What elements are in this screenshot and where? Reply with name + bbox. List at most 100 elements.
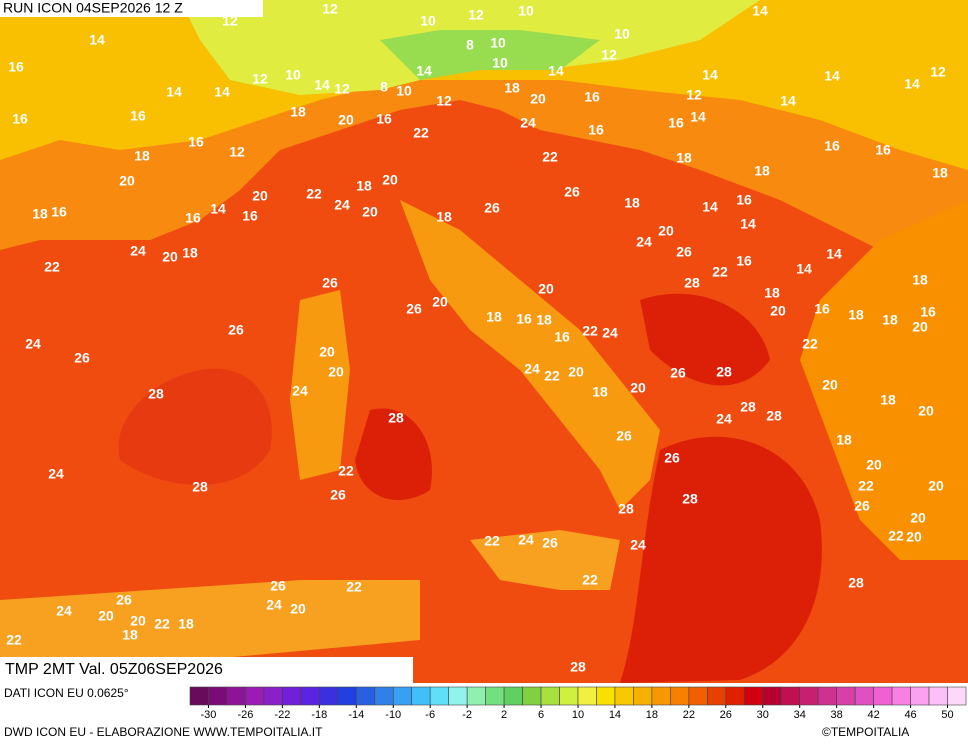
temp-label: 16	[242, 208, 258, 224]
colorbar-label: 18	[646, 709, 658, 721]
alps-high	[380, 30, 600, 80]
temp-label: 16	[188, 134, 204, 150]
temp-label: 18	[32, 206, 48, 222]
colorbar-box	[411, 686, 431, 706]
temp-label: 22	[888, 528, 904, 544]
temp-label: 16	[824, 138, 840, 154]
temp-label: 12	[436, 93, 452, 109]
colorbar-label: 22	[683, 709, 695, 721]
temp-label: 20	[319, 344, 335, 360]
temp-label: 14	[824, 68, 840, 84]
temp-label: 14	[548, 63, 564, 79]
temp-label: 24	[630, 537, 646, 553]
colorbar-box	[300, 686, 320, 706]
temp-label: 14	[314, 77, 330, 93]
temp-label: 22	[306, 186, 322, 202]
temp-label: 14	[826, 246, 842, 262]
temp-label: 22	[154, 616, 170, 632]
colorbar-label: 38	[831, 709, 843, 721]
warm-sea	[355, 408, 432, 500]
colorbar-label: 42	[867, 709, 879, 721]
temp-label: 14	[416, 63, 432, 79]
temp-label: 18	[436, 209, 452, 225]
temp-label: 28	[570, 659, 586, 675]
temp-label: 10	[518, 3, 534, 19]
temp-label: 20	[630, 380, 646, 396]
temp-label: 10	[614, 26, 630, 42]
temp-label: 20	[910, 510, 926, 526]
temp-label: 16	[668, 115, 684, 131]
temp-label: 22	[44, 259, 60, 275]
temp-label: 12	[686, 87, 702, 103]
temp-label: 14	[904, 76, 920, 92]
temp-label: 18	[290, 104, 306, 120]
colorbar-box	[355, 686, 376, 706]
temp-label: 26	[406, 301, 422, 317]
temp-label: 22	[544, 368, 560, 384]
temp-label: 14	[796, 261, 812, 277]
temp-label: 20	[866, 457, 882, 473]
colorbar-box	[319, 686, 339, 706]
colorbar-label: -30	[201, 709, 217, 721]
temp-label: 10	[420, 13, 436, 29]
temp-label: 16	[814, 301, 830, 317]
temp-label: 26	[676, 244, 692, 260]
temp-label: 28	[192, 479, 208, 495]
temp-label: 20	[328, 364, 344, 380]
temp-label: 26	[228, 322, 244, 338]
colorbar: -30 -26 -22 -18 -14 -10 -6 -2 2 6 10 14 18 22 26 30 34 38…	[189, 686, 967, 721]
colorbar-label: 46	[904, 709, 916, 721]
temp-label: 12	[601, 47, 617, 63]
colorbar-label: -22	[274, 709, 290, 721]
colorbar-box	[688, 686, 708, 706]
colorbar-box	[282, 686, 302, 706]
colorbar-box	[891, 686, 911, 706]
colorbar-box	[817, 686, 837, 706]
temp-label: 18	[182, 245, 198, 261]
italy	[400, 200, 660, 510]
copyright: ©TEMPOITALIA	[822, 725, 909, 739]
temp-label: 14	[89, 32, 105, 48]
temp-label: 28	[766, 408, 782, 424]
temp-label: 28	[388, 410, 404, 426]
temp-label: 12	[334, 81, 350, 97]
temp-label: 24	[602, 325, 618, 341]
temp-label: 24	[48, 466, 64, 482]
temp-label: 26	[616, 428, 632, 444]
temp-label: 28	[148, 386, 164, 402]
temp-label: 14	[752, 3, 768, 19]
temp-label: 14	[214, 84, 230, 100]
colorbar-box	[392, 686, 413, 706]
temp-label: 20	[822, 377, 838, 393]
source: DATI ICON EU 0.0625°	[4, 686, 129, 700]
temp-label: 26	[484, 200, 500, 216]
temp-label: 28	[848, 575, 864, 591]
temp-label: 16	[920, 304, 936, 320]
temp-label: 12	[468, 7, 484, 23]
temp-label: 10	[396, 83, 412, 99]
temp-label: 16	[554, 329, 570, 345]
temp-label: 14	[780, 93, 796, 109]
header-box	[0, 0, 263, 17]
temp-label: 12	[229, 144, 245, 160]
temp-label: 24	[716, 411, 732, 427]
temp-label: 26	[564, 184, 580, 200]
colorbar-box	[374, 686, 394, 706]
temp-label: 18	[848, 307, 864, 323]
colorbar-label: 50	[941, 709, 953, 721]
colorbar-label: -26	[237, 709, 253, 721]
colorbar-label: 2	[501, 709, 507, 721]
temp-label: 20	[658, 223, 674, 239]
temp-label: 20	[538, 281, 554, 297]
temp-label: 18	[880, 392, 896, 408]
temp-label: 22	[338, 463, 354, 479]
temp-label: 10	[492, 55, 508, 71]
temp-label: 28	[716, 364, 732, 380]
colorbar-label: -18	[311, 709, 327, 721]
temp-label: 20	[432, 294, 448, 310]
warm-sea	[640, 293, 770, 386]
temp-label: 16	[130, 108, 146, 124]
colorbar-box	[633, 686, 653, 706]
colorbar-box	[337, 686, 357, 706]
colorbar-label: -2	[462, 709, 472, 721]
